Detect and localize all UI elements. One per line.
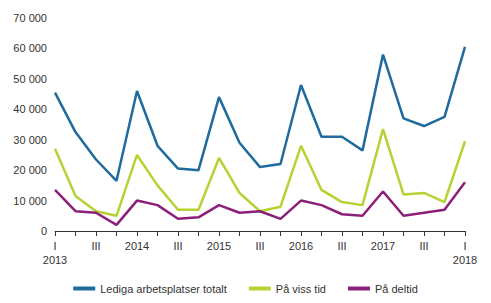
svg-text:På viss tid: På viss tid: [276, 283, 326, 295]
svg-text:2018: 2018: [453, 254, 477, 266]
svg-text:III: III: [337, 240, 346, 252]
svg-text:10 000: 10 000: [13, 195, 47, 207]
svg-text:2014: 2014: [125, 240, 149, 252]
svg-text:20 000: 20 000: [13, 164, 47, 176]
svg-text:III: III: [91, 240, 100, 252]
svg-text:2016: 2016: [289, 240, 313, 252]
svg-text:III: III: [173, 240, 182, 252]
svg-text:I: I: [463, 240, 466, 252]
svg-text:2013: 2013: [43, 254, 67, 266]
svg-text:70 000: 70 000: [13, 12, 47, 24]
svg-text:På deltid: På deltid: [375, 283, 418, 295]
svg-text:III: III: [419, 240, 428, 252]
svg-text:40 000: 40 000: [13, 103, 47, 115]
svg-text:30 000: 30 000: [13, 134, 47, 146]
svg-text:50 000: 50 000: [13, 73, 47, 85]
svg-text:2015: 2015: [207, 240, 231, 252]
svg-text:2017: 2017: [371, 240, 395, 252]
svg-text:I: I: [53, 240, 56, 252]
svg-text:0: 0: [41, 225, 47, 237]
svg-text:Lediga arbetsplatser totalt: Lediga arbetsplatser totalt: [100, 283, 227, 295]
svg-text:III: III: [255, 240, 264, 252]
svg-text:60 000: 60 000: [13, 42, 47, 54]
